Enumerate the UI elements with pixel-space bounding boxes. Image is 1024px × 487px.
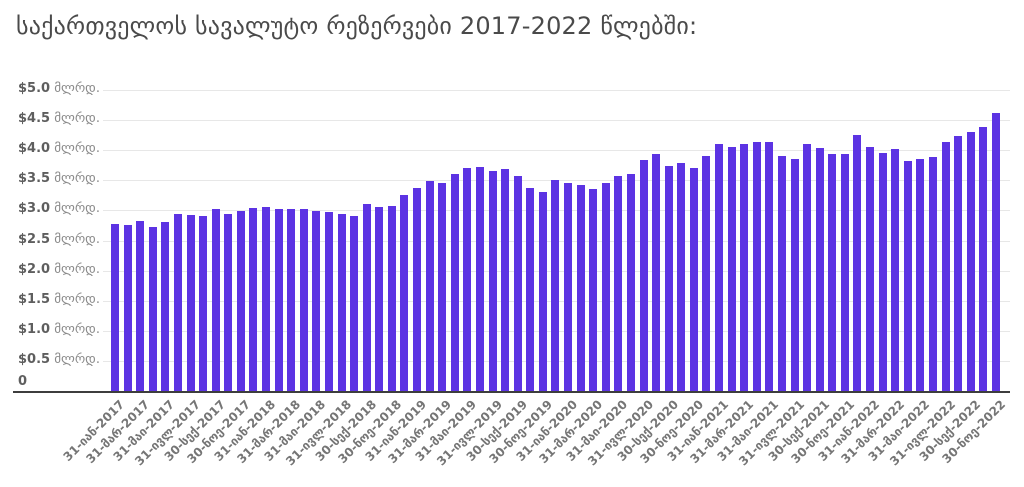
reserve-bar[interactable] (878, 153, 887, 391)
reserve-bar[interactable] (148, 227, 157, 391)
reserve-bar[interactable] (413, 188, 421, 391)
reserve-bar[interactable] (526, 188, 535, 391)
reserve-bar[interactable] (375, 207, 384, 391)
reserve-bar[interactable] (702, 156, 711, 391)
reserve-bar[interactable] (299, 209, 308, 391)
y-axis-tick-label: $3.0 მლრდ. (18, 201, 100, 216)
reserve-bar[interactable] (966, 132, 975, 391)
reserve-bar[interactable] (538, 192, 547, 391)
y-axis-tick-label: $3.5 მლრდ. (18, 171, 100, 186)
reserve-bar[interactable] (324, 212, 333, 391)
reserve-bar[interactable] (161, 222, 170, 391)
reserve-bar[interactable] (891, 149, 900, 391)
reserve-bar[interactable] (979, 127, 988, 391)
reserve-bar[interactable] (211, 209, 220, 391)
y-tick-value: 0 (18, 374, 28, 389)
chart-title: საქართველოს სავალუტო რეზერვები 2017-2022… (16, 12, 698, 40)
reserve-bar[interactable] (954, 136, 963, 391)
gridline (103, 120, 1010, 121)
reserve-bar[interactable] (765, 142, 774, 391)
reserve-bar[interactable] (274, 209, 283, 391)
y-axis-tick-label: $1.5 მლრდ. (18, 292, 100, 307)
reserve-bar[interactable] (337, 214, 346, 391)
reserve-bar[interactable] (224, 214, 233, 391)
y-tick-value: $1.0 (18, 322, 51, 337)
reserve-bar[interactable] (475, 167, 484, 391)
reserve-bar[interactable] (589, 189, 598, 391)
reserve-bar[interactable] (199, 216, 208, 391)
reserve-bar[interactable] (614, 176, 623, 391)
reserve-bar[interactable] (564, 183, 572, 391)
y-axis-tick-label: $2.0 მლრდ. (18, 262, 100, 277)
reserve-bar[interactable] (777, 156, 786, 391)
y-tick-value: $4.5 (18, 111, 51, 126)
reserve-bar[interactable] (576, 185, 585, 391)
y-axis-tick-label: $4.5 მლრდ. (18, 111, 100, 126)
reserve-bar[interactable] (903, 161, 912, 391)
y-axis-tick-label: 0 (18, 374, 27, 390)
reserve-bar[interactable] (689, 168, 698, 391)
reserve-bar[interactable] (740, 144, 749, 391)
y-tick-value: $3.5 (18, 171, 51, 186)
y-tick-value: $3.0 (18, 201, 51, 216)
reserve-bar[interactable] (639, 160, 648, 391)
reserve-bar[interactable] (601, 183, 610, 391)
reserve-bar[interactable] (173, 214, 182, 391)
reserve-bar[interactable] (715, 144, 723, 391)
reserve-bar[interactable] (488, 171, 497, 391)
gridline (103, 90, 1010, 91)
reserve-bar[interactable] (790, 159, 799, 391)
y-axis-tick-label: $2.5 მლრდ. (18, 232, 100, 247)
reserve-bar[interactable] (312, 211, 321, 391)
reserve-bar[interactable] (438, 183, 447, 391)
reserve-bar[interactable] (626, 174, 635, 391)
reserve-bar[interactable] (840, 154, 849, 391)
y-axis-tick-label: $0.5 მლრდ. (18, 352, 100, 367)
y-tick-value: $4.0 (18, 141, 51, 156)
y-tick-value: $2.5 (18, 232, 51, 247)
y-tick-value: $0.5 (18, 352, 51, 367)
reserve-bar[interactable] (186, 215, 195, 391)
reserve-bar[interactable] (450, 174, 459, 391)
reserve-bar[interactable] (463, 168, 472, 391)
reserve-bar[interactable] (362, 204, 371, 391)
reserve-bar[interactable] (136, 221, 145, 391)
reserve-bar[interactable] (249, 208, 258, 391)
reserve-bar[interactable] (387, 206, 396, 391)
reserve-bar[interactable] (652, 154, 661, 391)
reserve-bar[interactable] (425, 181, 434, 391)
reserve-bar[interactable] (551, 180, 560, 391)
reserve-bar[interactable] (236, 211, 245, 391)
reserve-bar[interactable] (916, 159, 925, 391)
reserve-bar[interactable] (928, 157, 937, 391)
reserve-bar[interactable] (752, 142, 761, 391)
x-axis-line (13, 391, 1010, 393)
reserve-bar[interactable] (991, 113, 1000, 391)
reserve-bar[interactable] (828, 154, 837, 391)
reserve-bar[interactable] (677, 163, 686, 391)
y-axis-tick-label: $5.0 მლრდ. (18, 81, 100, 96)
reserve-bar[interactable] (815, 148, 824, 391)
y-tick-value: $2.0 (18, 262, 51, 277)
reserve-bar[interactable] (350, 216, 359, 391)
y-axis-tick-label: $4.0 მლრდ. (18, 141, 100, 156)
reserve-bar[interactable] (853, 135, 862, 391)
y-axis-tick-label: $1.0 მლრდ. (18, 322, 100, 337)
reserve-bar[interactable] (111, 224, 119, 391)
y-tick-value: $1.5 (18, 292, 51, 307)
reserve-bar[interactable] (287, 209, 296, 391)
reserve-bar[interactable] (513, 176, 522, 391)
reserve-bar[interactable] (727, 147, 736, 391)
reserve-bar[interactable] (262, 207, 270, 391)
reserve-bar[interactable] (123, 225, 132, 391)
reserve-bar[interactable] (501, 169, 510, 391)
reserve-bar[interactable] (400, 195, 409, 391)
reserve-bar[interactable] (866, 147, 874, 391)
reserve-bar[interactable] (664, 166, 673, 391)
reserve-bar[interactable] (941, 142, 950, 391)
reserve-bar[interactable] (803, 144, 812, 391)
y-tick-value: $5.0 (18, 81, 51, 96)
gridline (103, 150, 1010, 151)
